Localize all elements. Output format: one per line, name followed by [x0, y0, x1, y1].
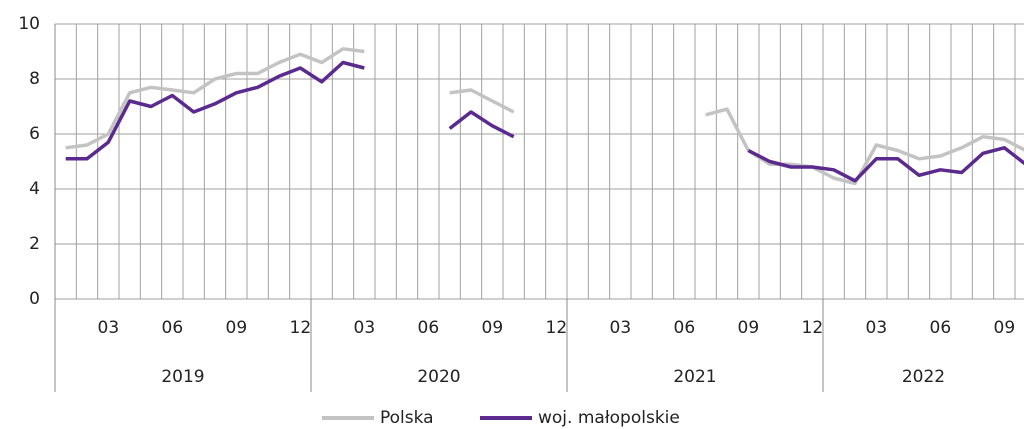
- x-tick-label: 12: [802, 318, 824, 338]
- year-label: 2022: [902, 367, 945, 387]
- legend-label: Polska: [380, 408, 434, 428]
- y-tick-label: 0: [29, 289, 40, 309]
- x-tick-label: 06: [418, 318, 440, 338]
- x-tick-label: 09: [482, 318, 504, 338]
- series-line: [65, 47, 1024, 186]
- y-tick-label: 10: [18, 14, 40, 34]
- year-label: 2020: [417, 367, 460, 387]
- x-tick-label: 12: [546, 318, 568, 338]
- x-tick-label: 03: [98, 318, 120, 338]
- y-tick-label: 8: [29, 69, 40, 89]
- x-tick-label: 12: [290, 318, 312, 338]
- y-tick-label: 6: [29, 124, 40, 144]
- year-label: 2021: [673, 367, 716, 387]
- year-label: 2019: [161, 367, 204, 387]
- x-tick-label: 03: [354, 318, 376, 338]
- x-tick-label: 09: [226, 318, 248, 338]
- y-tick-label: 4: [29, 179, 40, 199]
- legend-label: woj. małopolskie: [538, 408, 680, 428]
- x-tick-label: 03: [866, 318, 888, 338]
- x-tick-label: 09: [738, 318, 760, 338]
- x-tick-label: 06: [674, 318, 696, 338]
- series-line: [65, 60, 1024, 183]
- x-tick-label: 06: [162, 318, 184, 338]
- x-tick-label: 09: [994, 318, 1016, 338]
- x-tick-label: 03: [610, 318, 632, 338]
- x-tick-label: 06: [930, 318, 952, 338]
- y-tick-label: 2: [29, 234, 40, 254]
